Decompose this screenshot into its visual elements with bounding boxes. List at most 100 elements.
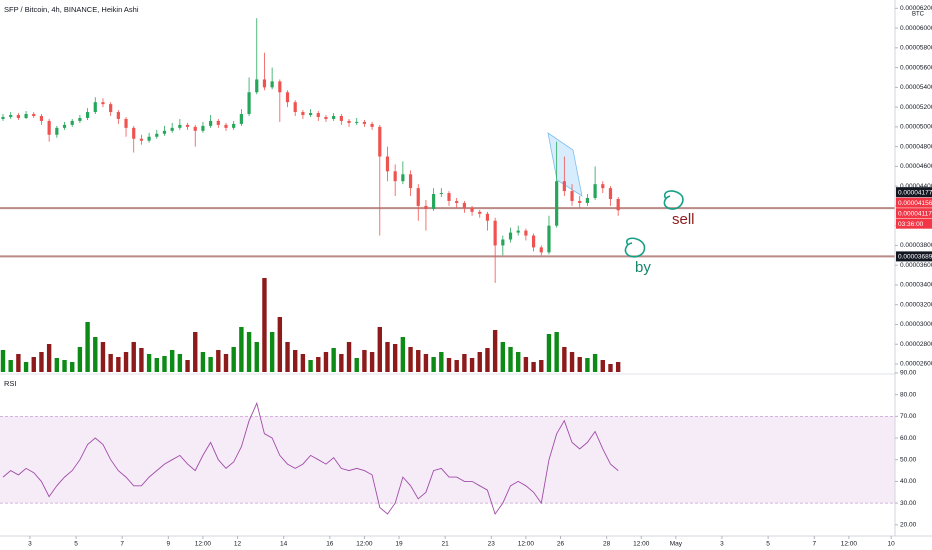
candle-body <box>170 127 174 131</box>
volume-bar <box>254 342 259 372</box>
candle-body <box>301 112 305 116</box>
volume-bar <box>539 360 544 372</box>
x-tick-label: 26 <box>557 541 565 548</box>
volume-bar <box>300 354 306 372</box>
volume-bar <box>308 360 313 372</box>
volume-bar <box>39 352 44 372</box>
x-tick-label: 7 <box>812 541 816 548</box>
level-label: 0.00003689 <box>898 254 932 261</box>
volume-bar <box>462 354 467 372</box>
candle-body <box>478 211 482 214</box>
candle-body <box>393 171 397 182</box>
candle-body <box>470 207 474 212</box>
volume-bar <box>100 342 106 372</box>
candle-body <box>578 200 582 203</box>
volume-bar <box>339 354 344 372</box>
candle-body <box>116 112 120 119</box>
rsi-tick-label: 60.00 <box>900 435 917 442</box>
volume-bar <box>346 342 352 372</box>
volume-bar <box>262 278 267 372</box>
price-label-box <box>896 208 932 219</box>
candle-body <box>278 81 282 93</box>
x-tick-label: May <box>670 541 683 548</box>
candle-body <box>185 124 190 127</box>
volume-bar <box>485 348 490 372</box>
candle-body <box>493 220 497 246</box>
volume-bar <box>516 352 521 372</box>
volume-bar <box>131 342 136 372</box>
candle-body <box>109 104 113 113</box>
candle-body <box>555 181 559 226</box>
volume-bar <box>185 360 190 372</box>
volume-bar <box>23 362 29 372</box>
candle-body <box>262 79 267 88</box>
chart-title: SFP / Bitcoin, 4h, BINANCE, Heikin Ashi <box>4 5 139 14</box>
y-tick-label: 0.00004600 <box>900 163 932 170</box>
annotation: sell <box>672 211 695 228</box>
volume-bar <box>592 354 598 372</box>
candle-body <box>516 230 520 233</box>
volume-bar <box>285 342 290 372</box>
candle-body <box>239 114 243 124</box>
candle-body <box>216 120 220 125</box>
y-tick-label: 0.00003400 <box>900 282 932 289</box>
level-label-box <box>896 187 932 198</box>
candle-body <box>539 247 543 253</box>
y-tick-label: 0.00006200 <box>900 5 932 12</box>
candle-body <box>78 117 82 121</box>
candle-body <box>201 125 205 131</box>
x-tick-label: 12:00 <box>518 541 535 548</box>
volume-bar <box>70 362 75 372</box>
annotation-circle <box>624 237 646 258</box>
volume-bar <box>331 348 336 372</box>
candle-body <box>562 181 566 192</box>
candle-body <box>601 184 605 189</box>
rsi-tick-label: 30.00 <box>900 500 917 507</box>
y-tick-label: 0.00003200 <box>900 301 932 308</box>
candle-body <box>408 174 413 189</box>
volume-bar <box>316 357 321 372</box>
candle-body <box>293 102 297 113</box>
volume-bar <box>293 350 298 372</box>
rsi-band <box>0 416 895 504</box>
candle-body <box>1 116 5 119</box>
volume-bar <box>208 357 213 372</box>
x-tick-label: 23 <box>488 541 496 548</box>
volume-bar <box>116 357 121 372</box>
candle-body <box>462 202 466 208</box>
rsi-tick-label: 50.00 <box>900 456 917 463</box>
candle-body <box>9 115 13 117</box>
volume-bar <box>154 358 159 372</box>
x-tick-label: 12:00 <box>356 541 373 548</box>
candle-body <box>362 121 367 124</box>
volume-bar <box>423 354 429 372</box>
volume-bar <box>216 350 221 372</box>
price-label: 0.00004156 <box>898 200 932 207</box>
candle-body <box>508 232 513 240</box>
candle-body <box>608 188 613 199</box>
volume-bar <box>269 332 275 372</box>
candle-body <box>347 120 351 123</box>
x-tick-label: 12:00 <box>841 541 858 548</box>
volume-bar <box>408 347 413 372</box>
candle-body <box>332 115 336 119</box>
volume-bar <box>54 358 60 372</box>
candle-body <box>178 124 182 128</box>
volume-bar <box>239 327 244 372</box>
candle-body <box>55 127 59 135</box>
y-tick-label: 0.00005600 <box>900 64 932 71</box>
y-tick-label: 0.00005000 <box>900 124 932 131</box>
volume-bar <box>446 358 452 372</box>
volume-bar <box>523 357 529 372</box>
x-tick-label: 3 <box>28 541 32 548</box>
level-label: 0.00004177 <box>898 189 932 196</box>
candle-body <box>308 113 313 116</box>
rsi-tick-label: 80.00 <box>900 391 917 398</box>
volume-bar <box>492 330 498 372</box>
candle-body <box>93 102 97 113</box>
candle-body <box>232 123 236 128</box>
candle-body <box>385 156 390 172</box>
volume-bar <box>392 344 398 372</box>
candle-body <box>547 225 551 253</box>
